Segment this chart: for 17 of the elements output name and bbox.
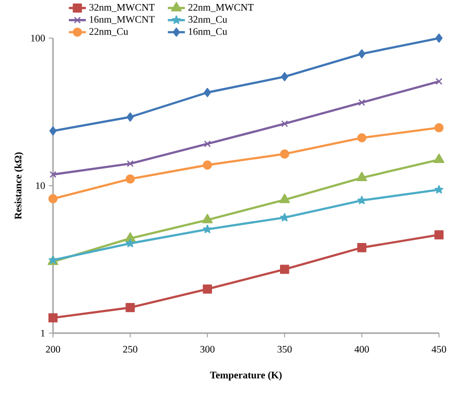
legend-label: 22nm_Cu (89, 28, 128, 36)
y-tick-label: 1 (41, 330, 45, 336)
legend-label: 16nm_MWCNT (90, 16, 155, 24)
legend-label: 22nm_MWCNT (188, 4, 254, 12)
legend-label: 32nm_Cu (188, 16, 228, 24)
x-tick-label: 350 (278, 346, 292, 353)
y-axis-title: Resistance (kΩ) (14, 152, 24, 220)
x-tick-label: 200 (46, 346, 60, 353)
legend-label: 32nm_MWCNT (89, 4, 155, 12)
x-tick-label: 250 (123, 346, 138, 353)
y-tick-label: 100 (31, 34, 45, 42)
legend-label: 16nm_Cu (188, 28, 228, 36)
x-tick-label: 450 (432, 346, 446, 353)
x-tick-label: 400 (354, 346, 369, 353)
x-tick-label: 300 (200, 346, 214, 353)
x-axis-title: Temperature (K) (210, 371, 282, 380)
y-tick-label: 10 (36, 182, 45, 189)
